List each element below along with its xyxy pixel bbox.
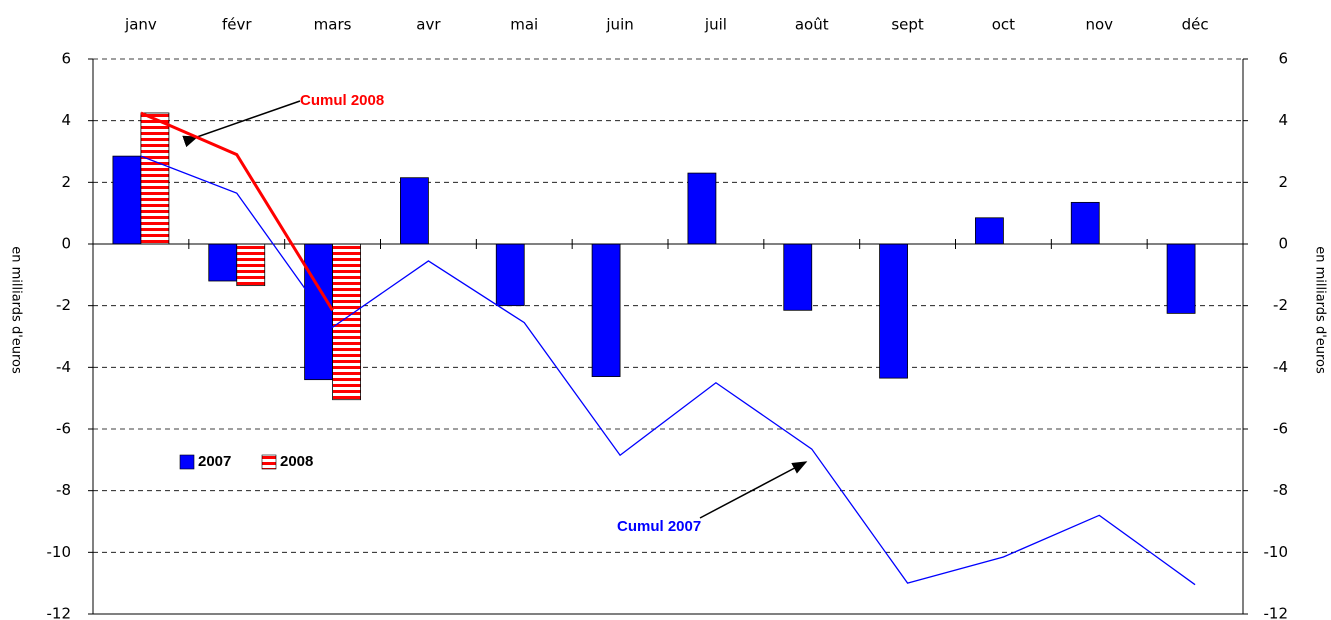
- y-tick-label: 4: [61, 111, 71, 129]
- y-tick-label: 6: [61, 50, 71, 68]
- y-tick-label: -10: [47, 543, 72, 561]
- y-tick-label: -6: [56, 420, 71, 438]
- y-tick-label: 2: [61, 173, 71, 191]
- legend-swatch: [261, 454, 277, 470]
- y-tick-label: -8: [56, 481, 71, 499]
- y2-tick-label: 6: [1278, 50, 1288, 68]
- bar: [112, 155, 142, 245]
- y2-axis-title: en milliards d'euros: [1313, 246, 1328, 374]
- x-tick-label: oct: [992, 16, 1015, 34]
- bar: [687, 172, 717, 245]
- bar: [1166, 243, 1196, 314]
- y2-tick-label: -6: [1273, 420, 1288, 438]
- bar: [140, 112, 170, 245]
- y-tick-label: -2: [56, 296, 71, 314]
- x-tick-label: mai: [510, 16, 538, 34]
- x-tick-label: janv: [124, 16, 157, 34]
- cumulative-line: [140, 155, 1196, 586]
- x-tick-label: avr: [416, 16, 441, 34]
- legend-label: 2007: [198, 453, 231, 470]
- bar: [879, 243, 908, 379]
- bar: [304, 243, 333, 381]
- x-tick-label: juin: [605, 16, 633, 34]
- y-tick-label: -12: [47, 605, 72, 620]
- y-tick-label: -4: [56, 358, 71, 376]
- y2-tick-label: 4: [1278, 111, 1288, 129]
- legend-swatch: [179, 454, 195, 470]
- y2-tick-label: 0: [1278, 235, 1288, 253]
- bar: [975, 217, 1004, 245]
- bar: [400, 177, 429, 245]
- y2-tick-label: -8: [1273, 481, 1288, 499]
- bar: [332, 243, 361, 401]
- x-tick-label: juil: [704, 16, 727, 34]
- x-tick-label: déc: [1182, 16, 1209, 34]
- x-tick-label: sept: [891, 16, 924, 34]
- x-tick-label: nov: [1085, 16, 1113, 34]
- legend-label: 2008: [280, 453, 313, 470]
- cumulative-line: [140, 111, 334, 312]
- annotation: Cumul 2008: [300, 92, 384, 109]
- x-tick-label: mars: [314, 16, 352, 34]
- y-tick-label: 0: [61, 235, 71, 253]
- y2-tick-label: -4: [1273, 358, 1288, 376]
- y2-tick-label: 2: [1278, 173, 1288, 191]
- y-axis-title: en milliards d'euros: [9, 246, 24, 374]
- y2-tick-label: -12: [1264, 605, 1289, 620]
- bar: [591, 243, 621, 377]
- bar: [208, 243, 238, 282]
- bar: [1070, 201, 1100, 245]
- annotation: Cumul 2007: [617, 518, 701, 535]
- y2-tick-label: -2: [1273, 296, 1288, 314]
- bar: [495, 243, 525, 307]
- bar: [236, 243, 266, 287]
- bar: [783, 243, 813, 311]
- x-tick-label: févr: [222, 16, 252, 34]
- y2-tick-label: -10: [1264, 543, 1289, 561]
- annotation-arrow: [699, 461, 808, 519]
- x-tick-label: août: [795, 16, 829, 34]
- annotation-arrow: [182, 100, 301, 148]
